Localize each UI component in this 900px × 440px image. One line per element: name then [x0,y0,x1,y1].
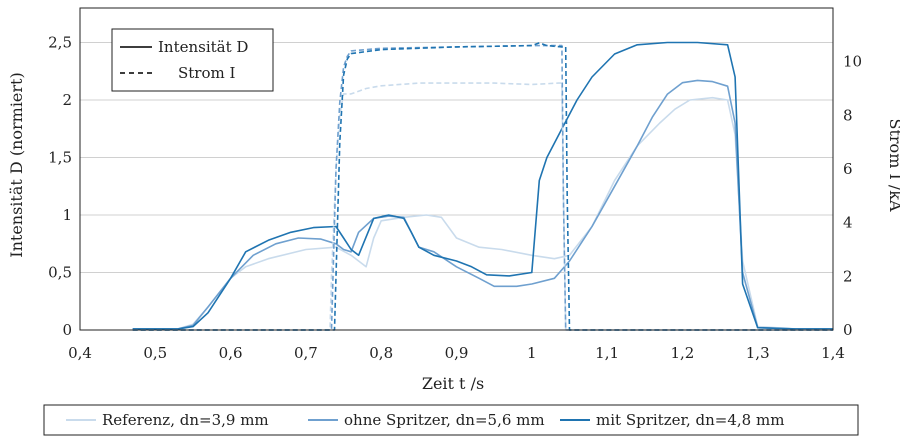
intensity-line [132,41,833,330]
y-tick-label-right: 4 [843,214,853,232]
y-tick-label-left: 2,5 [48,34,72,52]
y-tick-label-right: 0 [843,321,853,339]
style-legend: Intensität D Strom I [111,28,274,92]
plot-area [132,41,833,331]
current-line [132,82,833,331]
intensity-line [132,96,833,330]
series-legend-label: mit Spritzer, dn=4,8 mm [596,411,784,429]
series-legend: Referenz, dn=3,9 mm ohne Spritzer, dn=5,6… [43,404,859,436]
y-tick-label-right: 10 [843,53,862,71]
x-tick-label: 0,8 [369,344,393,362]
x-tick-label: 1 [527,344,537,362]
y-tick-label-left: 2 [62,91,72,109]
intensity-line [132,79,833,330]
y-tick-label-right: 6 [843,160,853,178]
style-legend-dashed-label: Strom I [178,64,235,82]
y-tick-label-left: 0 [62,321,72,339]
x-axis-title: Zeit t /s [422,374,484,393]
series-legend-label: Referenz, dn=3,9 mm [102,411,269,429]
series-legend-label: ohne Spritzer, dn=5,6 mm [344,411,545,429]
y-tick-label-left: 1,5 [48,149,72,167]
style-legend-solid-label: Intensität D [158,38,248,56]
x-tick-label: 1,3 [746,344,770,362]
y-tick-label-left: 0,5 [48,264,72,282]
y-axis-title-left: Intensität D (normiert) [7,72,26,257]
style-legend-box [111,28,274,92]
x-tick-label: 1,4 [821,344,845,362]
current-line [132,42,833,331]
current-line [132,44,833,331]
series-legend-box [43,404,859,436]
y-axis-title-right: Strom I /kA [886,119,900,212]
y-tick-label-right: 8 [843,106,853,124]
x-tick-label: 0,7 [294,344,318,362]
plot-frame [79,7,834,331]
y-tick-label-right: 2 [843,267,853,285]
x-tick-label: 0,9 [445,344,469,362]
y-tick-label-left: 1 [62,206,72,224]
x-tick-label: 1,1 [595,344,619,362]
axes: 0 0,5 1 1,5 2 2,5 0 2 4 6 8 10 0,4 0,5 0,6 0,7 0,8 0,9 1 1,… [48,7,862,362]
x-tick-label: 1,2 [670,344,694,362]
x-tick-label: 0,6 [219,344,243,362]
x-tick-label: 0,5 [143,344,167,362]
x-tick-label: 0,4 [68,344,92,362]
